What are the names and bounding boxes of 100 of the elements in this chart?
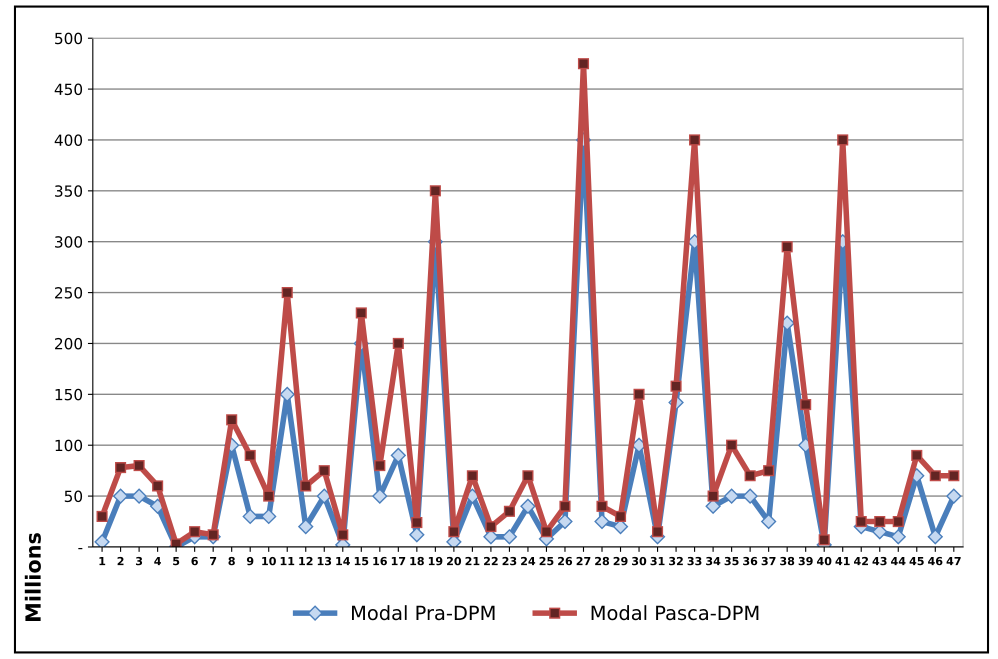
point — [594, 514, 610, 530]
y-tick-label: 300 — [55, 236, 82, 248]
x-tick-label: 9 — [246, 556, 254, 566]
point — [374, 460, 386, 472]
point — [856, 516, 867, 528]
point — [763, 465, 774, 476]
x-tick-label: 46 — [928, 556, 942, 566]
x-tick-label: 2 — [118, 556, 124, 566]
point — [742, 488, 758, 504]
y-tick-label: 150 — [56, 388, 82, 400]
point — [390, 448, 406, 463]
point — [356, 307, 367, 318]
point — [800, 398, 812, 410]
point — [96, 510, 108, 522]
point — [263, 490, 274, 502]
x-tick-label: 35 — [724, 556, 739, 566]
point — [837, 134, 848, 146]
point — [392, 338, 404, 350]
x-tick-label: 10 — [262, 556, 276, 566]
x-tick-label: 17 — [392, 557, 406, 566]
x-tick-label: 3 — [136, 556, 142, 566]
legend-label: Modal Pra-DPM — [352, 605, 494, 620]
y-tick-label: 350 — [55, 185, 82, 197]
point — [522, 470, 534, 482]
point — [614, 510, 626, 522]
point — [466, 470, 478, 482]
point — [132, 488, 147, 504]
point — [242, 508, 258, 524]
x-tick-label: 39 — [798, 556, 813, 566]
x-tick-label: 44 — [891, 557, 906, 566]
point — [946, 488, 962, 504]
y-tick-label: - — [78, 548, 82, 550]
x-tick-label: 47 — [946, 557, 961, 566]
y-tick-label: 200 — [55, 338, 82, 350]
point — [782, 241, 793, 252]
point — [430, 185, 441, 196]
x-tick-label: 28 — [595, 556, 610, 566]
point — [744, 470, 756, 482]
x-tick-label: 26 — [558, 556, 572, 566]
x-tick-label: 19 — [428, 556, 442, 566]
y-tick-label: 500 — [55, 32, 82, 44]
x-tick-label: 18 — [410, 556, 424, 566]
point — [911, 450, 922, 461]
x-tick-label: 30 — [632, 556, 646, 566]
point — [170, 538, 182, 547]
point — [670, 380, 682, 392]
point — [280, 386, 295, 402]
point — [652, 526, 664, 538]
point — [261, 508, 276, 524]
x-tick-label: 41 — [835, 557, 850, 566]
x-tick-label: 15 — [354, 557, 368, 566]
x-tick-label: 11 — [280, 557, 294, 566]
point — [504, 506, 515, 517]
point — [708, 490, 719, 502]
x-tick-label: 40 — [816, 556, 832, 566]
x-tick-label: 20 — [447, 556, 462, 566]
x-tick-label: 21 — [466, 556, 480, 566]
point — [208, 529, 219, 540]
point — [948, 470, 960, 482]
x-tick-label: 23 — [502, 556, 516, 566]
x-tick-label: 29 — [614, 556, 628, 566]
x-tick-label: 32 — [669, 556, 683, 566]
x-tick-label: 45 — [910, 557, 924, 566]
y-axis-title: Millions — [24, 533, 41, 621]
point — [874, 516, 886, 528]
legend-label: Modal Pasca-DPM — [592, 605, 758, 620]
x-tick-label: 13 — [318, 556, 332, 566]
point — [134, 460, 145, 472]
point — [115, 462, 126, 474]
point — [409, 527, 424, 542]
point — [559, 500, 571, 512]
point — [726, 440, 738, 451]
x-tick-label: 24 — [521, 556, 536, 566]
x-tick-label: 4 — [154, 557, 161, 566]
point — [890, 529, 906, 544]
x-tick-label: 25 — [540, 556, 554, 566]
point — [113, 488, 128, 504]
point — [928, 529, 943, 544]
point — [540, 526, 552, 538]
x-tick-label: 8 — [228, 556, 235, 566]
x-tick-label: 22 — [484, 556, 498, 566]
point — [226, 414, 238, 426]
point — [485, 521, 496, 532]
x-tick-label: 7 — [210, 557, 216, 566]
point — [94, 534, 110, 547]
y-tick-label: 450 — [54, 84, 82, 96]
point — [448, 526, 460, 538]
point — [372, 488, 388, 504]
point — [411, 516, 422, 528]
point — [578, 58, 590, 70]
y-tick-label: 100 — [56, 440, 82, 452]
x-tick-label: 16 — [373, 556, 387, 566]
point — [282, 287, 293, 298]
point — [689, 134, 700, 146]
point — [761, 514, 776, 530]
point — [724, 488, 740, 504]
x-tick-label: 6 — [191, 556, 198, 566]
point — [520, 498, 536, 514]
x-tick-label: 1 — [99, 557, 106, 566]
x-tick-label: 34 — [706, 556, 720, 566]
